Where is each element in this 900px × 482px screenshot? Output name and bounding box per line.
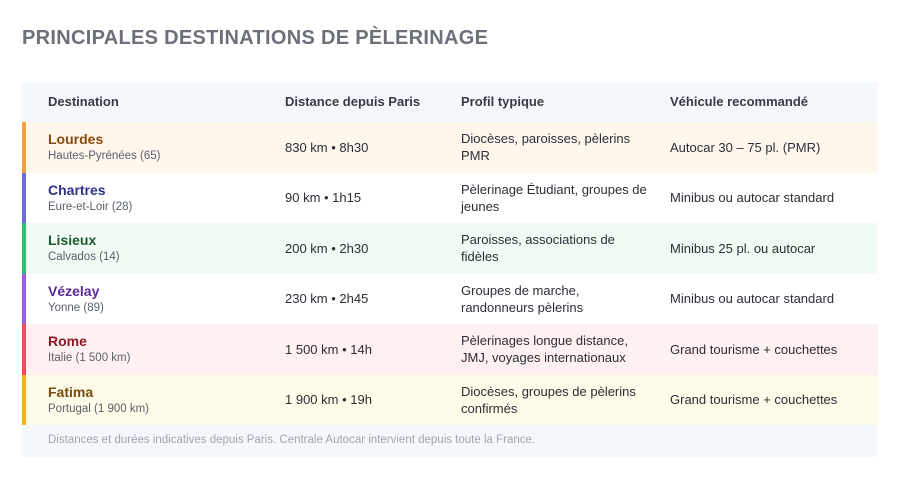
table-row: Fatima Portugal (1 900 km) 1 900 km • 19…: [22, 374, 878, 426]
distance-cell: 1 900 km • 19h: [285, 392, 372, 408]
destination-region: Hautes-Pyrénées (65): [48, 150, 161, 163]
destination-region: Portugal (1 900 km): [48, 402, 149, 415]
destination-name: Vézelay: [48, 282, 100, 299]
distance-cell: 830 km • 8h30: [285, 139, 369, 155]
vehicle-cell: Grand tourisme + couchettes: [670, 341, 838, 357]
destination-name: Lourdes: [48, 131, 104, 148]
destination-cell: Fatima Portugal (1 900 km): [48, 375, 149, 426]
header-vehicle: Véhicule recommandé: [670, 94, 808, 109]
table-row: Rome Italie (1 500 km) 1 500 km • 14h Pè…: [22, 324, 878, 375]
destination-region: Yonne (89): [48, 301, 104, 314]
profile-cell: Pèlerinages longue distance, JMJ, voyage…: [461, 333, 628, 366]
destination-cell: Vézelay Yonne (89): [48, 274, 104, 325]
destination-region: Eure-et-Loir (28): [48, 200, 133, 213]
vehicle-cell: Minibus ou autocar standard: [670, 190, 835, 206]
destination-cell: Lisieux Calvados (14): [48, 223, 120, 274]
vehicle-cell: Autocar 30 – 75 pl. (PMR): [670, 139, 821, 155]
destination-name: Chartres: [48, 181, 106, 198]
destination-cell: Rome Italie (1 500 km): [48, 324, 130, 375]
destination-cell: Chartres Eure-et-Loir (28): [48, 173, 132, 224]
distance-cell: 200 km • 2h30: [285, 240, 369, 256]
distance-cell: 90 km • 1h15: [285, 190, 362, 206]
header-distance: Distance depuis Paris: [285, 94, 421, 109]
header-destination: Destination: [48, 94, 119, 109]
vehicle-cell: Grand tourisme + couchettes: [670, 392, 838, 408]
profile-cell: Paroisses, associations de fidèles: [461, 232, 615, 265]
table-header: Destination Distance depuis Paris Profil…: [22, 82, 878, 122]
distance-cell: 230 km • 2h45: [285, 291, 369, 307]
destination-name: Lisieux: [48, 232, 97, 249]
destination-name: Fatima: [48, 383, 94, 400]
profile-cell: Diocèses, groupes de pèlerins confirmés: [461, 383, 636, 416]
vehicle-cell: Minibus 25 pl. ou autocar: [670, 240, 816, 256]
table-body: Lourdes Hautes-Pyrénées (65) 830 km • 8h…: [22, 122, 878, 425]
profile-cell: Groupes de marche, randonneurs pèlerins: [461, 282, 584, 315]
table-row: Vézelay Yonne (89) 230 km • 2h45 Groupes…: [22, 273, 878, 325]
destinations-table: Destination Distance depuis Paris Profil…: [22, 82, 878, 457]
destination-name: Rome: [48, 333, 87, 350]
destination-cell: Lourdes Hautes-Pyrénées (65): [48, 122, 161, 173]
table-row: Lourdes Hautes-Pyrénées (65) 830 km • 8h…: [22, 122, 878, 173]
page-title: PRINCIPALES DESTINATIONS DE PÈLERINAGE: [22, 27, 489, 49]
destination-region: Italie (1 500 km): [48, 352, 131, 365]
table-row: Chartres Eure-et-Loir (28) 90 km • 1h15 …: [22, 172, 878, 224]
header-profile: Profil typique: [461, 94, 545, 109]
destination-region: Calvados (14): [48, 251, 120, 264]
table-footnote: Distances et durées indicatives depuis P…: [48, 434, 536, 446]
profile-cell: Diocèses, paroisses, pèlerins PMR: [461, 131, 631, 164]
vehicle-cell: Minibus ou autocar standard: [670, 291, 835, 307]
table-row: Lisieux Calvados (14) 200 km • 2h30 Paro…: [22, 223, 878, 274]
profile-cell: Pèlerinage Étudiant, groupes de jeunes: [461, 181, 647, 214]
distance-cell: 1 500 km • 14h: [285, 341, 372, 357]
